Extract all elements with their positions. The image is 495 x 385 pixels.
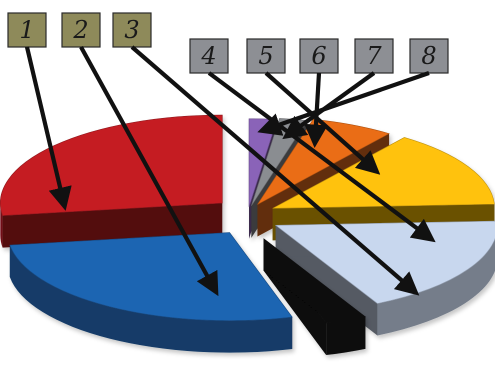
callout-1: 1 bbox=[7, 12, 72, 211]
callout-box-1 bbox=[7, 12, 47, 48]
callout-label-7: 7 bbox=[366, 42, 382, 70]
pie-slice-4-wall bbox=[377, 238, 495, 336]
callout-label-4: 4 bbox=[200, 42, 216, 70]
callout-4: 4 bbox=[189, 38, 436, 243]
callout-3: 3 bbox=[112, 12, 420, 296]
pie-slice-3-wall bbox=[326, 316, 366, 356]
callout-7: 7 bbox=[282, 38, 394, 140]
pie-slice-1 bbox=[0, 114, 223, 248]
pie-slice-2-top bbox=[9, 232, 293, 321]
callout-label-3: 3 bbox=[124, 16, 139, 44]
callout-box-6 bbox=[299, 38, 339, 74]
callout-label-1: 1 bbox=[19, 16, 34, 44]
pie-slice-3 bbox=[263, 238, 367, 356]
callout-arrow-6 bbox=[304, 72, 328, 149]
callout-label-8: 8 bbox=[421, 42, 436, 70]
pie-slice-3-top bbox=[263, 238, 367, 324]
callout-box-7 bbox=[354, 38, 394, 74]
callout-8: 8 bbox=[257, 38, 449, 136]
pie-slice-5-top bbox=[272, 137, 495, 209]
callout-box-2 bbox=[61, 12, 101, 48]
callout-box-4 bbox=[189, 38, 229, 74]
callout-box-8 bbox=[409, 38, 449, 74]
callout-box-3 bbox=[112, 12, 152, 48]
callout-box-5 bbox=[246, 38, 286, 74]
callout-5: 5 bbox=[246, 38, 381, 175]
pie-slice-2-wall bbox=[9, 245, 293, 353]
pie-slice-2 bbox=[9, 232, 293, 353]
callout-arrow-1 bbox=[24, 46, 72, 211]
callout-arrow-4 bbox=[207, 71, 436, 243]
callout-arrow-2 bbox=[79, 45, 219, 297]
pie-slice-4-top bbox=[274, 220, 495, 304]
callout-label-6: 6 bbox=[311, 42, 326, 70]
callout-label-2: 2 bbox=[72, 16, 88, 44]
callout-6: 6 bbox=[299, 38, 339, 149]
callout-arrow-5 bbox=[264, 71, 381, 175]
callout-arrow-8 bbox=[257, 71, 430, 136]
pie-slice-1-top bbox=[0, 114, 223, 216]
callout-arrow-3 bbox=[130, 45, 420, 296]
callout-label-5: 5 bbox=[258, 42, 273, 70]
callout-arrow-7 bbox=[282, 71, 376, 140]
callout-2: 2 bbox=[61, 12, 219, 297]
pie-slice-4 bbox=[274, 220, 495, 336]
